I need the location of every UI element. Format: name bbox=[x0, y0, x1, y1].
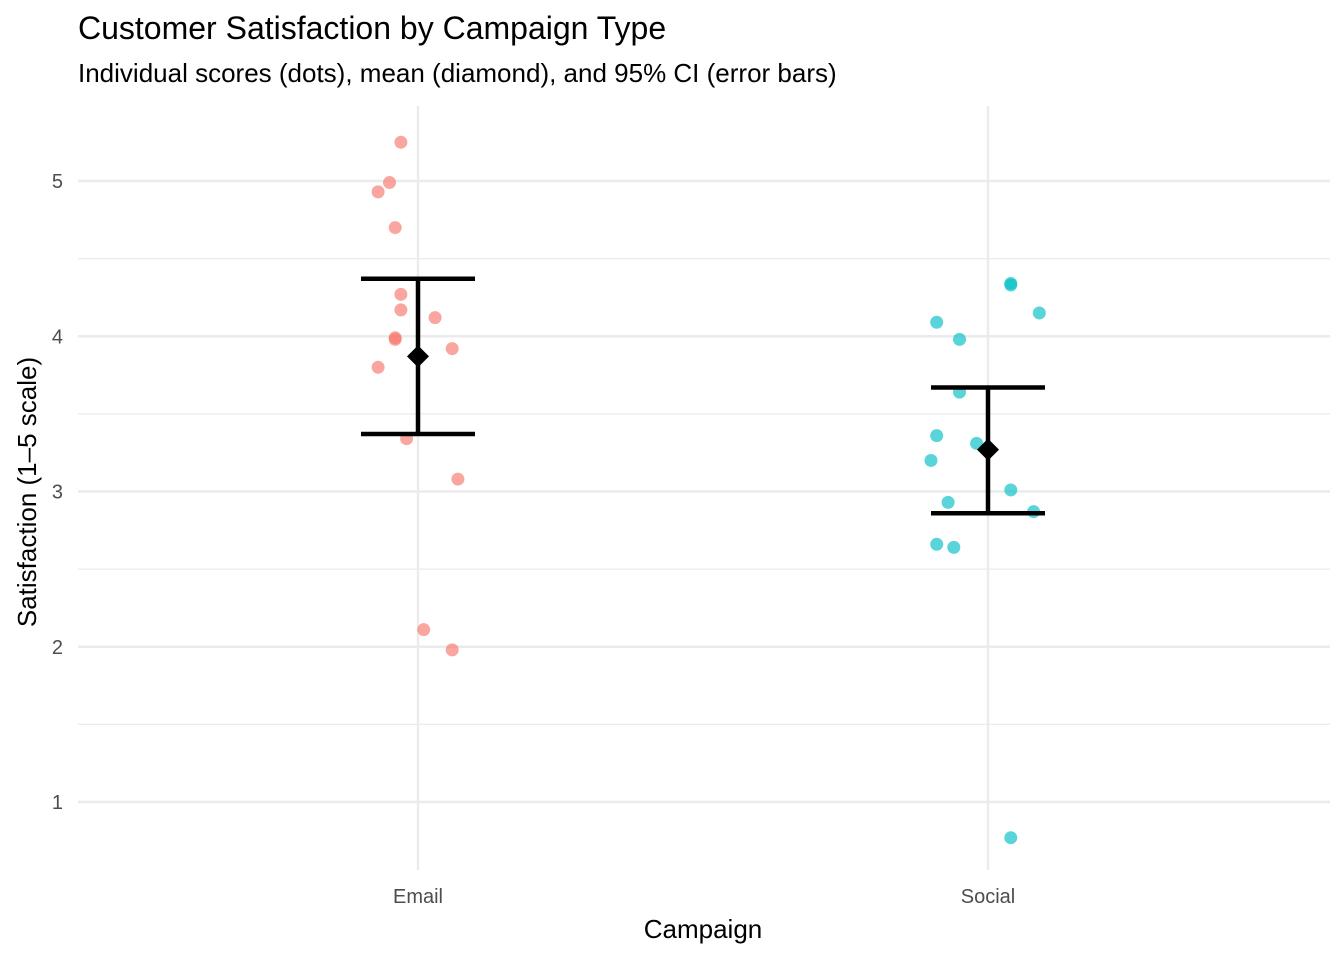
data-point bbox=[445, 643, 459, 657]
grid bbox=[78, 106, 1330, 870]
data-point bbox=[388, 221, 402, 235]
data-point bbox=[941, 495, 955, 509]
data-point bbox=[383, 176, 396, 190]
y-tick-label: 1 bbox=[52, 792, 63, 814]
data-point bbox=[930, 537, 944, 551]
data-point bbox=[445, 342, 459, 356]
data-point bbox=[388, 332, 402, 346]
data-point bbox=[394, 303, 408, 317]
data-point bbox=[924, 453, 938, 467]
data-point bbox=[1004, 278, 1018, 292]
data-point bbox=[417, 623, 431, 637]
data-point bbox=[1032, 306, 1046, 320]
mean-ci-layer bbox=[361, 276, 1045, 516]
data-point bbox=[428, 311, 442, 325]
chart-subtitle: Individual scores (dots), mean (diamond)… bbox=[78, 58, 837, 88]
mean-diamond bbox=[407, 345, 429, 368]
x-tick-label: Email bbox=[393, 886, 443, 908]
x-axis-ticks: Email Social bbox=[393, 886, 1015, 908]
data-point bbox=[394, 135, 408, 149]
data-point bbox=[371, 360, 385, 374]
data-point bbox=[930, 315, 944, 329]
x-tick-label: Social bbox=[961, 886, 1015, 908]
data-point bbox=[394, 287, 408, 301]
y-tick-label: 2 bbox=[52, 637, 63, 659]
y-axis-title: Satisfaction (1–5 scale) bbox=[12, 357, 42, 627]
data-points bbox=[371, 135, 1046, 845]
data-point bbox=[1004, 483, 1018, 497]
x-axis-title: Campaign bbox=[644, 914, 763, 944]
data-point bbox=[930, 429, 944, 443]
chart-title: Customer Satisfaction by Campaign Type bbox=[78, 10, 667, 46]
y-tick-label: 3 bbox=[52, 482, 63, 504]
mean-diamond bbox=[977, 438, 999, 461]
data-point bbox=[953, 332, 966, 346]
y-axis-ticks: 1 2 3 4 5 bbox=[52, 171, 63, 814]
data-point bbox=[947, 540, 961, 554]
y-tick-label: 5 bbox=[52, 171, 63, 193]
data-point bbox=[371, 185, 385, 199]
data-point bbox=[451, 472, 465, 486]
data-point bbox=[1004, 831, 1018, 845]
y-tick-label: 4 bbox=[52, 326, 63, 348]
data-point bbox=[970, 436, 984, 450]
